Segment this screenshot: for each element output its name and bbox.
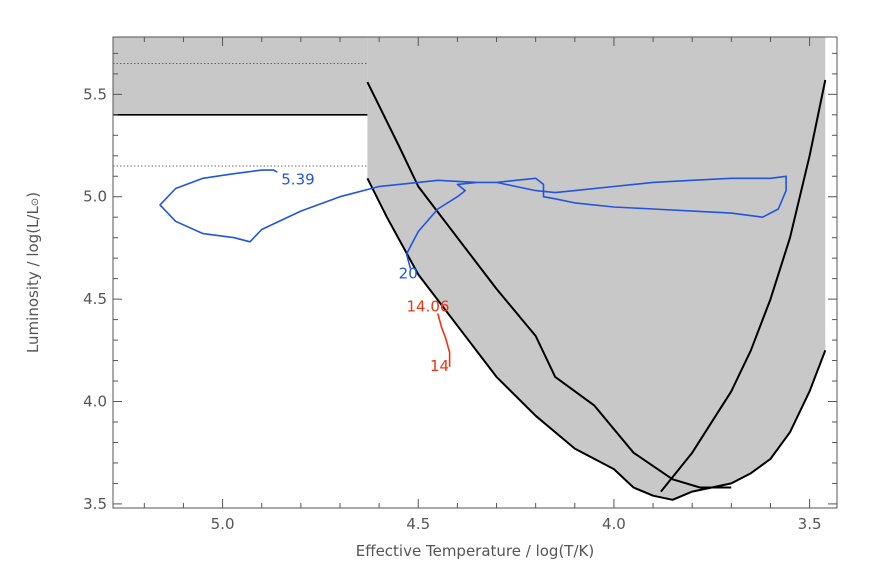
shade-upper-band <box>113 37 368 115</box>
track-14 <box>437 313 451 367</box>
y-tick-label: 4.5 <box>83 290 107 308</box>
y-axis-title-close: ) <box>24 192 42 198</box>
y-axis-title-main: Luminosity / log(L/L <box>24 206 42 354</box>
boundary-curves <box>366 79 827 501</box>
y-axis-title-symbol: ⊙ <box>30 198 41 206</box>
shaded-region <box>113 37 826 500</box>
plot-frame <box>112 36 838 509</box>
track-label-5-39: 5.39 <box>281 170 314 188</box>
track-label-14: 14 <box>430 357 449 375</box>
y-tick-label: 5.0 <box>83 188 107 206</box>
axis-ticks: 5.0 4.5 4.0 3.5 3.5 4.0 4.5 5.0 5.5 <box>83 37 837 533</box>
x-tick-label: 4.5 <box>406 515 430 533</box>
x-tick-label: 4.0 <box>602 515 626 533</box>
y-axis-title: Luminosity / log(L/L⊙) <box>24 192 42 353</box>
x-tick-label: 5.0 <box>211 515 235 533</box>
horizontal-lines <box>113 63 368 167</box>
track-label-14-06: 14.06 <box>407 297 450 315</box>
shade-main-region <box>367 37 826 500</box>
evolution-tracks <box>159 169 787 367</box>
boundary-middle <box>366 81 732 489</box>
y-tick-label: 5.5 <box>83 85 107 103</box>
y-tick-label: 3.5 <box>83 495 107 513</box>
track-annotations: 5.39 20 14.06 14 <box>281 170 449 374</box>
x-axis-title: Effective Temperature / log(T/K) <box>356 542 594 560</box>
boundary-right <box>660 79 827 493</box>
boundary-lower <box>366 177 827 501</box>
y-tick-label: 4.0 <box>83 393 107 411</box>
x-tick-label: 3.5 <box>798 515 822 533</box>
track-20 <box>159 169 787 269</box>
track-label-20: 20 <box>399 265 418 283</box>
